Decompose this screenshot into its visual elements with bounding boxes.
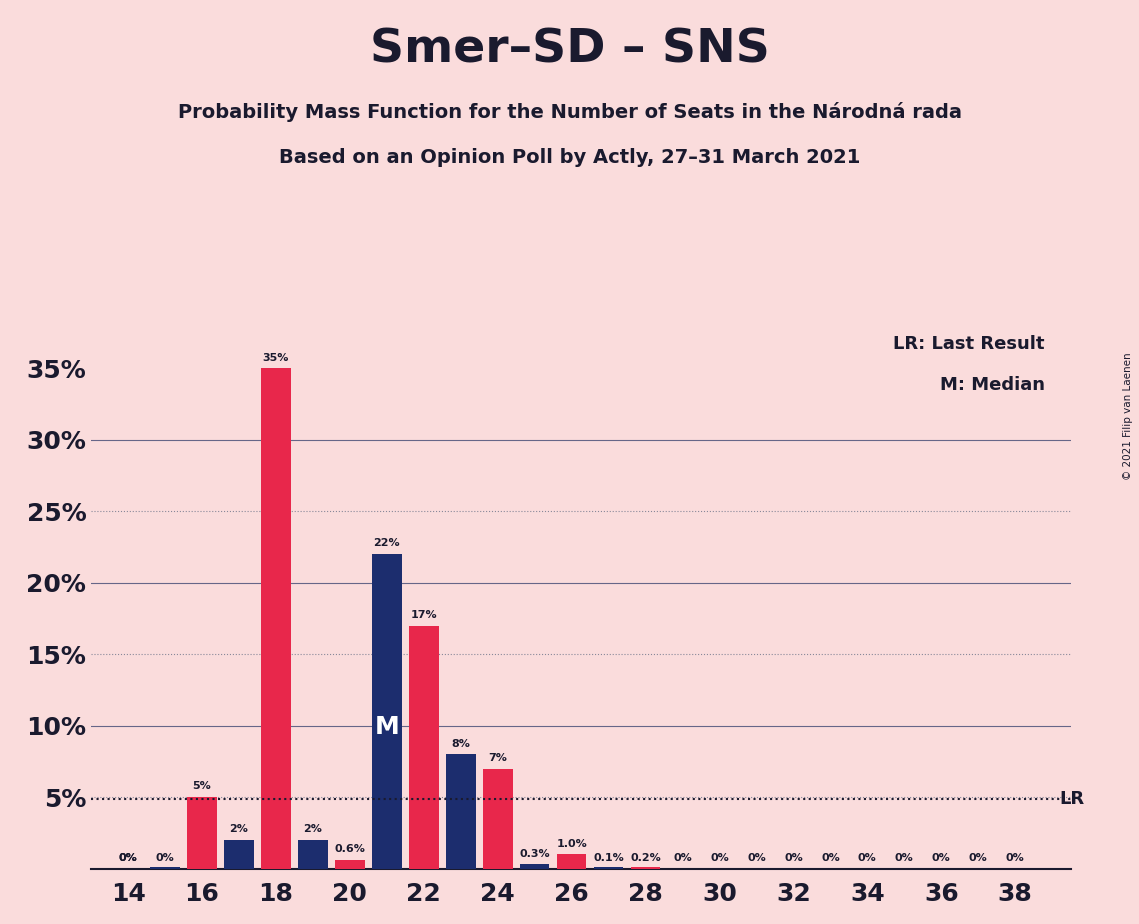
Text: M: M	[375, 715, 399, 739]
Bar	[519, 864, 549, 869]
Text: 0%: 0%	[1006, 853, 1025, 863]
Bar	[631, 867, 661, 869]
Text: 5%: 5%	[192, 782, 212, 791]
Text: 0%: 0%	[710, 853, 729, 863]
Bar	[150, 867, 180, 869]
Text: 0%: 0%	[747, 853, 765, 863]
Text: 8%: 8%	[451, 738, 470, 748]
Bar	[593, 867, 623, 869]
Text: 0%: 0%	[858, 853, 877, 863]
Text: Probability Mass Function for the Number of Seats in the Národná rada: Probability Mass Function for the Number…	[178, 102, 961, 122]
Text: 22%: 22%	[374, 539, 400, 549]
Bar	[372, 554, 402, 869]
Text: 0.1%: 0.1%	[593, 853, 624, 863]
Bar	[483, 769, 513, 869]
Text: 0%: 0%	[118, 853, 138, 863]
Bar	[409, 626, 439, 869]
Text: 0%: 0%	[784, 853, 803, 863]
Bar	[446, 754, 476, 869]
Text: 0.3%: 0.3%	[519, 848, 550, 858]
Text: 0%: 0%	[821, 853, 839, 863]
Text: LR: Last Result: LR: Last Result	[893, 335, 1044, 354]
Text: 17%: 17%	[410, 610, 437, 620]
Bar	[261, 369, 290, 869]
Bar	[298, 840, 328, 869]
Text: 7%: 7%	[489, 753, 507, 763]
Text: 1.0%: 1.0%	[556, 839, 587, 848]
Text: 35%: 35%	[263, 353, 289, 362]
Bar	[187, 797, 216, 869]
Bar	[335, 860, 364, 869]
Text: M: Median: M: Median	[940, 375, 1044, 394]
Text: 0.6%: 0.6%	[335, 845, 366, 855]
Text: 0%: 0%	[932, 853, 951, 863]
Text: 2%: 2%	[230, 824, 248, 834]
Text: 0%: 0%	[673, 853, 691, 863]
Bar	[557, 855, 587, 869]
Text: © 2021 Filip van Laenen: © 2021 Filip van Laenen	[1123, 352, 1133, 480]
Text: 2%: 2%	[303, 824, 322, 834]
Text: 0.2%: 0.2%	[630, 853, 661, 863]
Bar	[224, 840, 254, 869]
Text: LR: LR	[1059, 789, 1084, 808]
Text: 0%: 0%	[118, 853, 138, 863]
Text: 0%: 0%	[895, 853, 913, 863]
Text: 0%: 0%	[969, 853, 988, 863]
Text: Smer–SD – SNS: Smer–SD – SNS	[369, 28, 770, 73]
Text: Based on an Opinion Poll by Actly, 27–31 March 2021: Based on an Opinion Poll by Actly, 27–31…	[279, 148, 860, 167]
Text: 0%: 0%	[156, 853, 174, 863]
